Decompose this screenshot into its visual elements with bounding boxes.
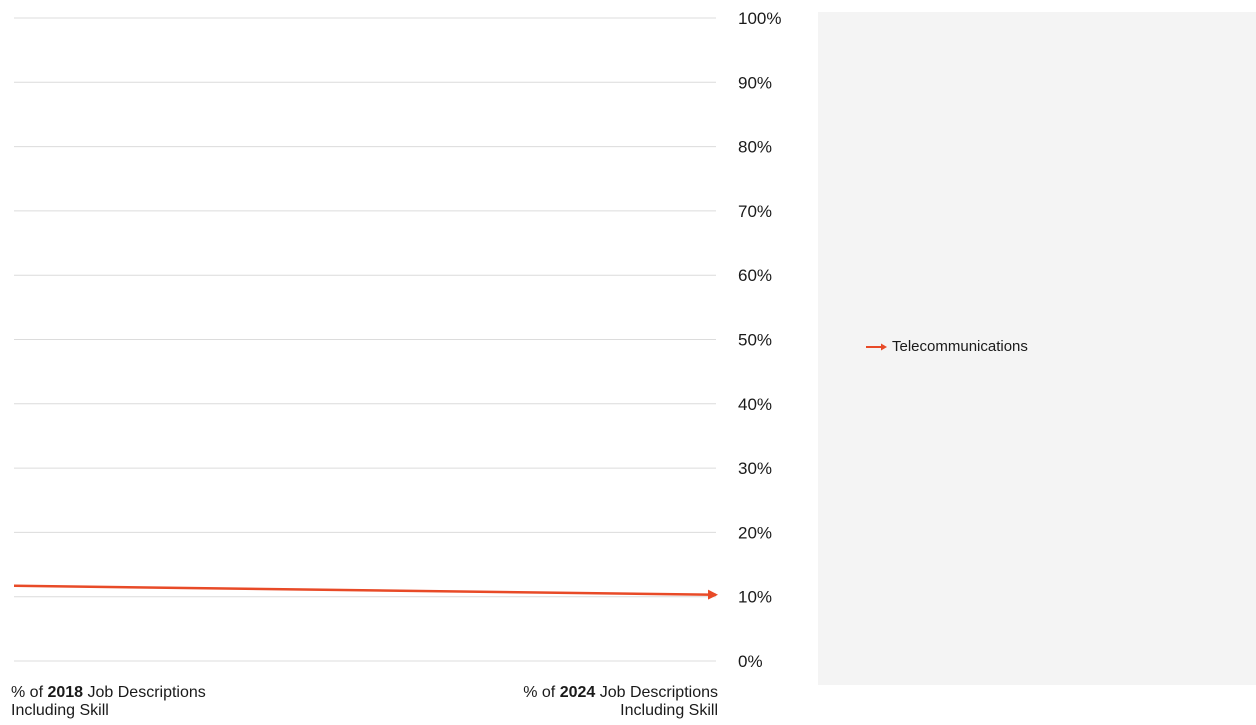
series-line-telecommunications[interactable] (13, 584, 718, 600)
y-tick-label: 100% (738, 9, 781, 28)
arrow-right-icon (866, 343, 887, 350)
legend-panel: Telecommunications (818, 12, 1256, 685)
line-chart: 0% 10% 20% 30% 40% 50% 60% 70% 80% 90% 100% (13, 9, 781, 671)
y-tick-label: 90% (738, 73, 772, 92)
x-axis-label-2024: % of 2024 Job Descriptions Including Ski… (523, 684, 718, 719)
y-tick-label: 70% (738, 202, 772, 221)
x-axis-label-2018: % of 2018 Job Descriptions Including Ski… (11, 684, 206, 719)
y-tick-label: 40% (738, 395, 772, 414)
legend-label: Telecommunications (892, 338, 1028, 355)
legend-item-telecommunications[interactable]: Telecommunications (866, 338, 1028, 355)
y-tick-label: 10% (738, 588, 772, 607)
y-tick-label: 30% (738, 459, 772, 478)
y-tick-label: 0% (738, 652, 763, 671)
y-tick-label: 60% (738, 266, 772, 285)
y-tick-label: 20% (738, 523, 772, 542)
y-tick-label: 50% (738, 331, 772, 350)
y-tick-label: 80% (738, 138, 772, 157)
